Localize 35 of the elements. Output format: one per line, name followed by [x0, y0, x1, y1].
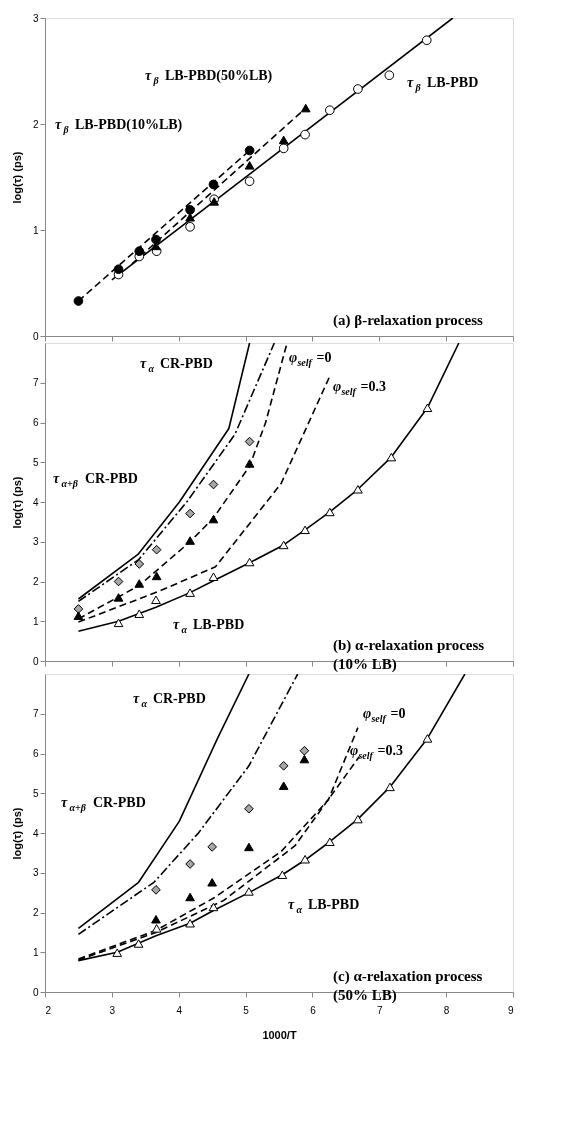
y-tick-label: 2	[32, 118, 39, 130]
y-axis-title: log(τ) (ps)	[10, 807, 23, 860]
y-tick-label: 0	[32, 655, 39, 667]
x-tick-label: 3	[109, 1004, 116, 1016]
annotation: (c) α-relaxation process (50% LB)	[333, 968, 483, 1004]
y-axis-title: log(τ) (ps)	[10, 151, 23, 204]
y-tick-label: 1	[32, 615, 39, 627]
x-tick-label: 9	[507, 1004, 514, 1016]
y-tick-label: 2	[32, 907, 39, 918]
y-tick-label: 6	[32, 417, 39, 428]
x-axis-title: 1000/T	[262, 1028, 297, 1041]
y-tick-label: 5	[32, 456, 39, 468]
y-tick-label: 4	[32, 496, 39, 508]
y-tick-label: 3	[32, 867, 39, 879]
y-tick-label: 1	[32, 224, 39, 236]
y-tick-label: 7	[32, 377, 39, 389]
x-tick-label: 6	[310, 1004, 317, 1016]
x-tick-label: 4	[176, 1004, 183, 1016]
annotation: (a) β-relaxation process	[333, 312, 483, 329]
y-tick-label: 0	[32, 986, 39, 998]
annotation: (b) α-relaxation process (10% LB)	[333, 637, 485, 673]
y-tick-label: 1	[32, 946, 39, 958]
y-tick-label: 0	[32, 330, 39, 342]
x-tick-label: 5	[243, 1004, 250, 1016]
y-tick-label: 3	[32, 12, 39, 24]
x-tick-label: 7	[377, 1004, 383, 1016]
y-tick-label: 5	[32, 787, 39, 799]
y-tick-label: 4	[32, 827, 39, 839]
x-tick-label: 2	[45, 1004, 52, 1016]
x-tick-label: 8	[443, 1004, 450, 1016]
y-tick-label: 2	[32, 576, 39, 587]
y-tick-label: 3	[32, 536, 39, 548]
y-tick-label: 6	[32, 748, 39, 759]
y-axis-title: log(τ) (ps)	[10, 476, 23, 529]
y-tick-label: 7	[32, 708, 39, 720]
